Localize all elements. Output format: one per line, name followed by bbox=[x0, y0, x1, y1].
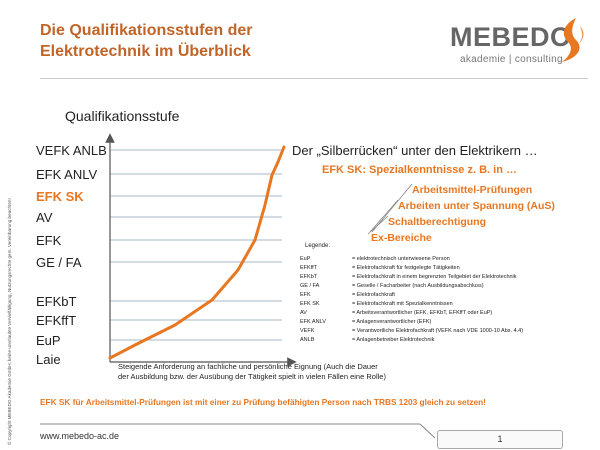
branch-arbeiten-unter-spannung: Arbeiten unter Spannung (AuS) bbox=[398, 200, 555, 212]
legend-key: EuP bbox=[300, 256, 311, 262]
legend-value: = Elektrofachkraft bbox=[352, 292, 395, 298]
legend-value: = elektrotechnisch unterwiesene Person bbox=[352, 256, 450, 262]
level-efk-sk: EFK SK bbox=[36, 189, 84, 204]
qualification-level-label: Qualifikationsstufe bbox=[65, 108, 180, 124]
level-efk-anlv: EFK ANLV bbox=[36, 167, 98, 182]
legend-key: EFK bbox=[300, 292, 311, 298]
legend-key: GE / FA bbox=[300, 283, 320, 289]
level-efk: EFK bbox=[36, 233, 62, 248]
legend-row-efk-sk: EFK SK = Elektrofachkraft mit Spezialkenn… bbox=[300, 301, 453, 307]
legend-row-efk-anlv: EFK ANLV = Anlagenverantwortlicher (EFK) bbox=[300, 319, 431, 325]
level-vefk-anlb: VEFK ANLB bbox=[36, 143, 107, 158]
legend-row-vefk: VEFK = Verantwortliche Elektrofachkraft (… bbox=[300, 328, 523, 334]
level-laie: Laie bbox=[36, 352, 61, 367]
branch-lines bbox=[367, 183, 413, 235]
efk-sk-subhead: EFK SK: Spezialkenntnisse z. B. in … bbox=[322, 164, 517, 176]
level-efkfft: EFKffT bbox=[36, 313, 77, 328]
legend-row-eup: EuP = elektrotechnisch unterwiesene Perso… bbox=[300, 256, 450, 262]
x-axis-caption: Steigende Anforderung an fachliche und p… bbox=[118, 362, 386, 381]
legend-row-ge-fa: GE / FA = Geselle / Facharbeiter (nach Au… bbox=[300, 283, 484, 289]
mebedo-logo-icon bbox=[562, 18, 584, 62]
legend-value: = Elektrofachkraft mit Spezialkenntnisse… bbox=[352, 301, 453, 307]
silverback-headline: Der „Silberrücken“ unter den Elektrikern… bbox=[292, 143, 538, 158]
branch-line-2 bbox=[369, 199, 399, 233]
legend-row-av: AV = Arbeitsverantwortlicher (EFK, EFKbT,… bbox=[300, 310, 492, 316]
legend-title: Legende: bbox=[305, 243, 331, 249]
legend-key: EFKbT bbox=[300, 274, 318, 280]
legend-key: VEFK bbox=[300, 328, 315, 334]
grid-lines bbox=[110, 149, 282, 341]
legend-value: = Anlagenverantwortlicher (EFK) bbox=[352, 319, 432, 325]
logo-subtitle: akademie | consulting bbox=[460, 54, 563, 65]
bottom-note: EFK SK für Arbeitsmittel-Prüfungen ist m… bbox=[40, 397, 486, 407]
legend-value: = Verantwortliche Elektrofachkraft (VEFK… bbox=[352, 328, 524, 334]
legend-value: = Elektrofachkraft in einem begrenzten T… bbox=[352, 274, 517, 280]
legend-value: = Anlagenbetreiber Elektrotechnik bbox=[352, 337, 435, 343]
legend-value: = Arbeitsverantwortlicher (EFK, EFKbT, E… bbox=[352, 310, 493, 316]
qualification-curve bbox=[108, 145, 286, 360]
footer-divider bbox=[40, 423, 436, 439]
header-divider bbox=[40, 78, 588, 79]
page-number: 1 bbox=[437, 430, 563, 449]
legend-row-anlb: ANLB = Anlagenbetreiber Elektrotechnik bbox=[300, 337, 434, 343]
level-ge-fa: GE / FA bbox=[36, 255, 82, 270]
footer-url[interactable]: www.mebedo-ac.de bbox=[40, 431, 120, 441]
slide-title-line-1: Die Qualifikationsstufen der bbox=[40, 22, 253, 39]
branch-schaltberechtigung: Schaltberechtigung bbox=[388, 216, 487, 228]
legend-value: = Elektrofachkraft für festgelegte Tätig… bbox=[352, 265, 460, 271]
legend-key: AV bbox=[300, 310, 307, 316]
legend-value: = Geselle / Facharbeiter (nach Ausbildun… bbox=[352, 283, 484, 289]
legend-key: EFKffT bbox=[300, 265, 318, 271]
branch-arbeitsmittel-pruefungen: Arbeitsmittel-Prüfungen bbox=[412, 184, 533, 196]
legend-row-efkbt: EFKbT = Elektrofachkraft in einem begrenz… bbox=[300, 274, 517, 280]
legend-row-efkfft: EFKffT = Elektrofachkraft für festgelegte… bbox=[300, 265, 460, 271]
branch-line-3 bbox=[367, 215, 389, 235]
slide-title: Die Qualifikationsstufen der Elektrotech… bbox=[40, 20, 252, 62]
slide-title-line-2: Elektrotechnik im Überblick bbox=[40, 43, 251, 60]
level-av: AV bbox=[36, 210, 53, 225]
footer-bar bbox=[0, 420, 600, 450]
branch-ex-bereiche: Ex-Bereiche bbox=[371, 232, 432, 244]
legend-key: ANLB bbox=[300, 337, 315, 343]
legend-row-efk: EFK = Elektrofachkraft bbox=[300, 292, 395, 298]
legend-key: EFK ANLV bbox=[300, 319, 326, 325]
level-eup: EuP bbox=[36, 333, 61, 348]
level-efkbt: EFKbT bbox=[36, 294, 77, 309]
legend-key: EFK SK bbox=[300, 301, 320, 307]
logo-name: MEBEDO bbox=[450, 22, 572, 52]
